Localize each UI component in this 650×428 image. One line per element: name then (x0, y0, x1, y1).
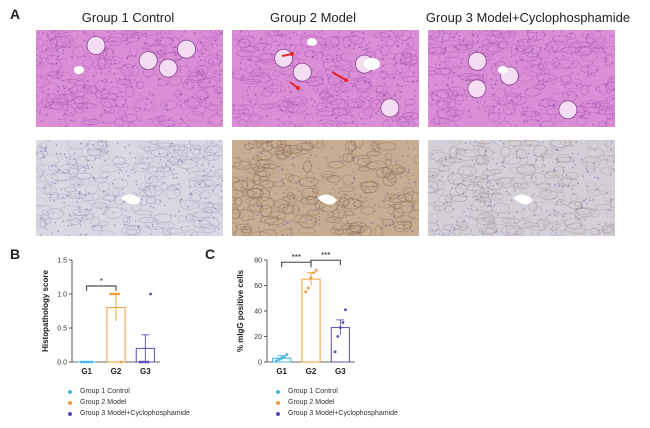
ihc-stain-image-group-2 (232, 140, 419, 236)
data-point (138, 360, 142, 364)
legend-marker (68, 411, 72, 416)
data-point (304, 290, 308, 294)
chart-b-legend: Group 1 Control Group 2 Model Group 3 Mo… (68, 386, 190, 419)
chart-c-legend: Group 1 Control Group 2 Model Group 3 Mo… (276, 386, 398, 419)
x-tick-label: G1 (276, 367, 287, 376)
data-point (82, 360, 86, 364)
data-point (333, 350, 337, 354)
group-2-title: Group 2 Model (270, 10, 356, 25)
x-tick-label: G3 (140, 367, 151, 376)
x-tick-label: G2 (306, 367, 317, 376)
x-tick-label: G3 (335, 367, 346, 376)
he-stain-image-group-3 (428, 30, 615, 127)
he-stain-image-group-1 (36, 30, 223, 127)
data-point (87, 360, 91, 364)
y-axis-label: % mIgG positive cells (236, 269, 245, 352)
data-point (149, 292, 152, 296)
data-point (117, 292, 120, 296)
legend-marker (276, 389, 280, 394)
legend-marker (276, 400, 280, 405)
histopathology-chart: Histopathology score 0.0 0.5 1.0 1.5 G1 G2 G3 * (20, 250, 200, 380)
legend-label: Group 2 Model (288, 399, 335, 406)
data-point (119, 360, 123, 364)
legend-marker (68, 400, 72, 405)
y-tick-label: 0 (258, 360, 262, 367)
y-tick-label: 0.5 (57, 326, 67, 333)
data-point (277, 358, 281, 361)
legend-label: Group 3 Model+Cyclophosphamide (288, 410, 398, 417)
data-point (146, 360, 150, 364)
legend-item: Group 3 Model+Cyclophosphamide (68, 408, 190, 419)
y-axis-label: Histopathology score (41, 270, 50, 352)
group-1-title: Group 1 Control (81, 10, 175, 25)
data-point (90, 360, 94, 364)
data-point (314, 268, 318, 272)
y-tick-label: 0.0 (57, 360, 67, 367)
migg-chart: % mIgG positive cells 0 20 40 60 80 G1 G2 G3 *** *… (215, 250, 395, 380)
data-point (112, 292, 115, 296)
data-point (338, 326, 342, 329)
data-point (309, 276, 313, 280)
significance-bracket (310, 259, 341, 266)
data-point (285, 352, 289, 356)
data-point (80, 360, 83, 364)
data-point (114, 292, 118, 296)
legend-label: Group 2 Model (80, 399, 127, 406)
group-3-title: Group 3 Model+Cyclophosphamide (425, 10, 631, 25)
legend-label: Group 1 Control (288, 388, 338, 395)
legend-label: Group 1 Control (80, 388, 130, 395)
legend-item: Group 1 Control (68, 386, 190, 397)
ihc-stain-image-group-1 (36, 140, 223, 236)
significance-label: * (100, 277, 103, 286)
data-point (280, 356, 284, 360)
significance-label: *** (321, 251, 330, 260)
legend-item: Group 2 Model (68, 397, 190, 408)
data-point (341, 321, 345, 324)
panel-a-letter: A (10, 6, 21, 22)
he-stain-image-group-2 (232, 30, 419, 127)
panel-b-letter: B (10, 246, 21, 262)
y-tick-label: 80 (254, 258, 262, 265)
legend-item: Group 2 Model (276, 397, 398, 408)
y-tick-label: 60 (254, 283, 262, 290)
significance-label: *** (292, 253, 301, 262)
data-point (85, 360, 89, 364)
significance-bracket (281, 261, 312, 268)
legend-marker (276, 411, 280, 416)
data-point (282, 355, 286, 359)
data-point (312, 271, 315, 275)
panel-c-letter: C (205, 246, 216, 262)
x-tick-label: G2 (111, 367, 122, 376)
data-point (307, 286, 310, 290)
data-point (275, 359, 278, 363)
data-point (344, 308, 347, 312)
data-point (143, 360, 147, 364)
legend-label: Group 3 Model+Cyclophosphamide (80, 410, 190, 417)
data-point (141, 360, 145, 364)
legend-item: Group 1 Control (276, 386, 398, 397)
y-tick-label: 1.5 (57, 258, 67, 265)
x-tick-label: G1 (81, 367, 92, 376)
y-tick-label: 20 (254, 334, 262, 341)
data-point (336, 335, 340, 338)
legend-marker (68, 389, 72, 394)
significance-bracket (86, 285, 117, 291)
data-point (109, 292, 113, 296)
y-tick-label: 1.0 (57, 292, 67, 299)
y-tick-label: 40 (254, 309, 262, 316)
legend-item: Group 3 Model+Cyclophosphamide (276, 408, 398, 419)
ihc-stain-image-group-3 (428, 140, 615, 236)
